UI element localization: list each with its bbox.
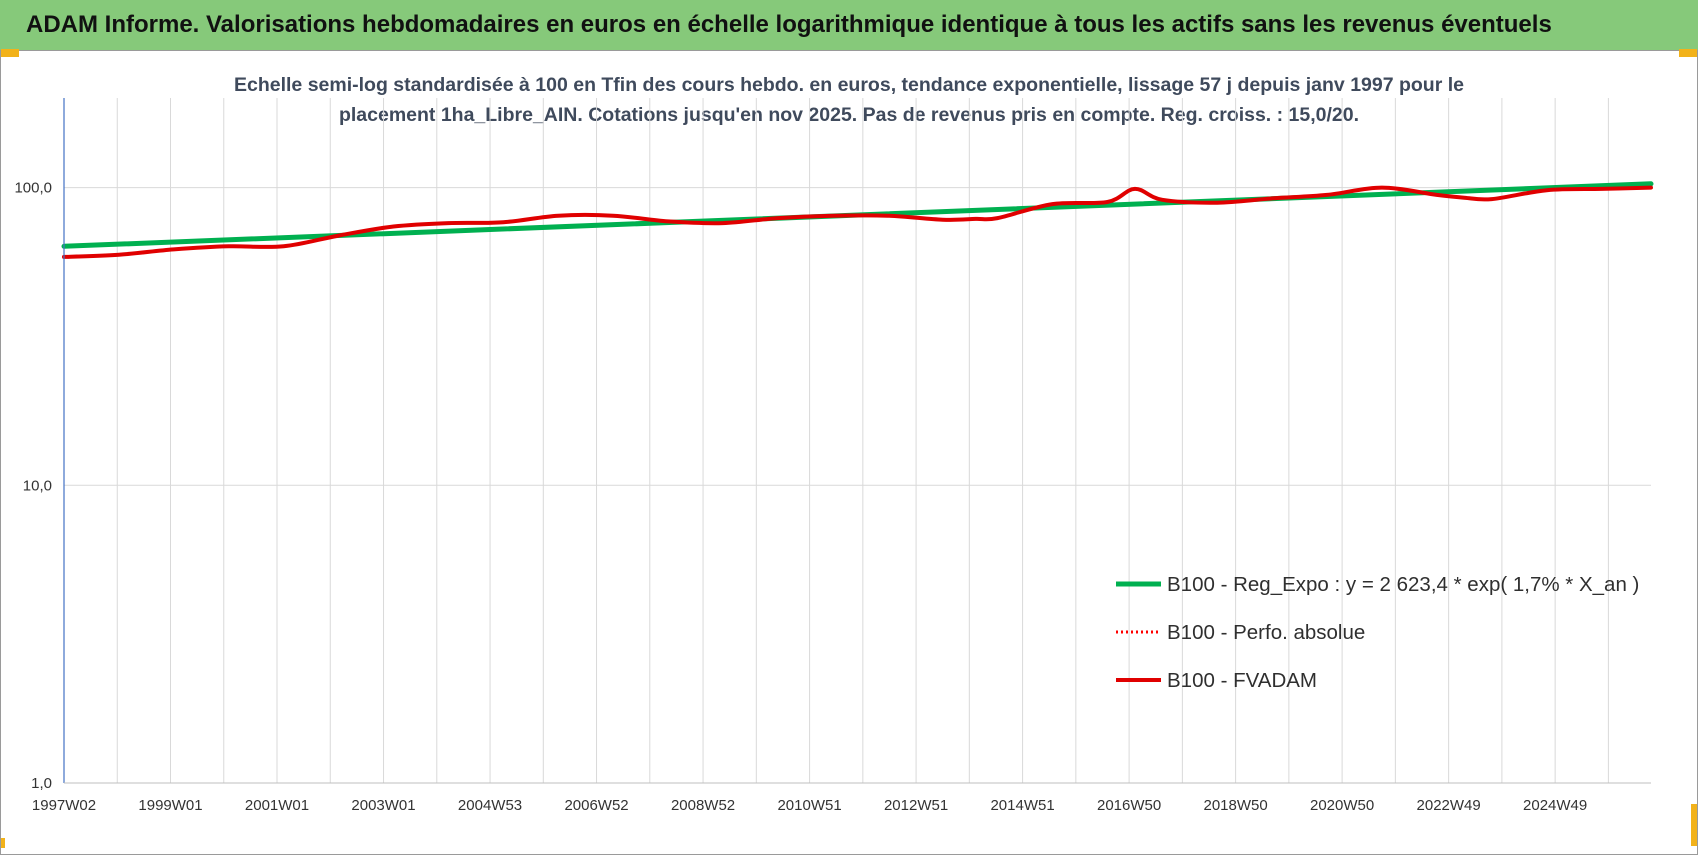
x-tick-label: 2018W50 — [1204, 797, 1268, 814]
series-line-solid-red — [62, 185, 1653, 259]
x-tick-label: 2020W50 — [1310, 797, 1374, 814]
x-tick-label: 2022W49 — [1417, 797, 1481, 814]
chart-banner-title: ADAM Informe. Valorisations hebdomadaire… — [0, 0, 1698, 50]
y-tick-label: 100,0 — [14, 180, 52, 197]
chart-plot: Echelle semi-log standardisée à 100 en T… — [14, 74, 1654, 814]
legend: B100 - Reg_Expo : y = 2 623,4 * exp( 1,7… — [1116, 573, 1639, 692]
series-layer — [61, 181, 1654, 259]
chart-frame: Echelle semi-log standardisée à 100 en T… — [0, 49, 1698, 855]
x-tick-label: 2012W51 — [884, 797, 948, 814]
x-tick-label: 1999W01 — [138, 797, 202, 814]
x-tick-label: 2004W53 — [458, 797, 522, 814]
series-line-dotted-red — [62, 186, 1653, 259]
x-tick-label: 2016W50 — [1097, 797, 1161, 814]
frame-corner-top-left — [1, 49, 19, 57]
legend-label: B100 - FVADAM — [1167, 669, 1317, 692]
chart-subtitle-line-2: placement 1ha_Libre_AIN. Cotations jusqu… — [339, 104, 1359, 126]
gridlines — [64, 98, 1651, 784]
frame-corner-top-right — [1679, 49, 1697, 57]
x-tick-label: 2014W51 — [990, 797, 1054, 814]
x-tick-label: 2006W52 — [564, 797, 628, 814]
x-tick-label: 2024W49 — [1523, 797, 1587, 814]
x-tick-label: 1997W02 — [32, 797, 96, 814]
chart-subtitle-line-1: Echelle semi-log standardisée à 100 en T… — [234, 74, 1464, 96]
x-tick-label: 2001W01 — [245, 797, 309, 814]
frame-corner-bottom-left — [1, 838, 5, 848]
x-tick-label: 2008W52 — [671, 797, 735, 814]
legend-label: B100 - Reg_Expo : y = 2 623,4 * exp( 1,7… — [1167, 573, 1639, 596]
legend-label: B100 - Perfo. absolue — [1167, 621, 1365, 644]
y-tick-label: 10,0 — [23, 477, 52, 494]
x-tick-label: 2003W01 — [351, 797, 415, 814]
axes: 1,0 10,0 100,0 1997W02 1999W01 2001W01 2003W01… — [14, 98, 1651, 814]
x-tick-label: 2010W51 — [777, 797, 841, 814]
frame-corner-bottom-right — [1691, 804, 1697, 846]
y-tick-label: 1,0 — [31, 775, 52, 792]
